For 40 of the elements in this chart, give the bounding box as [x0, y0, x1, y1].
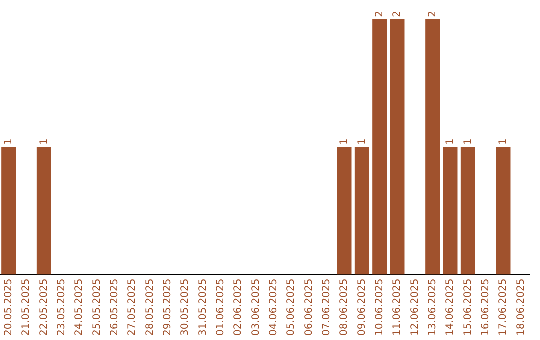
x-tick-label: 11.06.2025 — [392, 278, 404, 336]
x-tick-label: 18.06.2025 — [516, 278, 527, 336]
x-tick-label: 25.05.2025 — [92, 278, 103, 336]
x-tick-label: 22.05.2025 — [38, 278, 50, 336]
x-tick-label: 05.06.2025 — [286, 278, 298, 336]
data-label: 2 — [427, 10, 438, 18]
x-tick-label: 26.05.2025 — [109, 278, 120, 336]
x-tick-label: 23.05.2025 — [56, 278, 68, 336]
x-tick-label: 31.05.2025 — [198, 278, 209, 336]
data-label: 2 — [374, 10, 386, 18]
x-tick-label: 03.06.2025 — [250, 278, 262, 336]
data-label: 1 — [498, 138, 510, 146]
x-tick-label: 27.05.2025 — [127, 278, 138, 336]
data-label: 1 — [339, 138, 350, 146]
x-tick-label: 12.06.2025 — [410, 278, 421, 336]
x-tick-label: 01.06.2025 — [215, 278, 226, 336]
x-tick-label: 14.06.2025 — [445, 278, 456, 336]
x-tick-label: 29.05.2025 — [162, 278, 174, 336]
x-tick-label: 17.06.2025 — [498, 278, 510, 336]
data-label: 1 — [462, 138, 474, 146]
x-tick-label: 09.06.2025 — [356, 278, 368, 336]
data-label: 1 — [445, 138, 456, 146]
x-tick-label: 20.05.2025 — [3, 278, 14, 336]
x-tick-label: 07.06.2025 — [321, 278, 332, 336]
x-tick-label: 06.06.2025 — [304, 278, 315, 336]
data-label: 1 — [356, 138, 368, 146]
x-tick-label: 13.06.2025 — [427, 278, 438, 336]
x-tick-label: 02.06.2025 — [233, 278, 244, 336]
x-tick-label: 04.06.2025 — [268, 278, 280, 336]
x-tick-label: 10.06.2025 — [374, 278, 386, 336]
data-label: 1 — [3, 138, 14, 146]
data-label: 1 — [38, 138, 50, 146]
x-tick-label: 28.05.2025 — [144, 278, 156, 336]
x-tick-label: 15.06.2025 — [462, 278, 474, 336]
x-tick-label: 24.05.2025 — [74, 278, 86, 336]
x-tick-label: 30.05.2025 — [180, 278, 192, 336]
x-tick-label: 21.05.2025 — [21, 278, 32, 336]
x-tick-label: 16.06.2025 — [480, 278, 492, 336]
x-tick-label: 08.06.2025 — [339, 278, 350, 336]
data-label: 2 — [392, 10, 404, 18]
